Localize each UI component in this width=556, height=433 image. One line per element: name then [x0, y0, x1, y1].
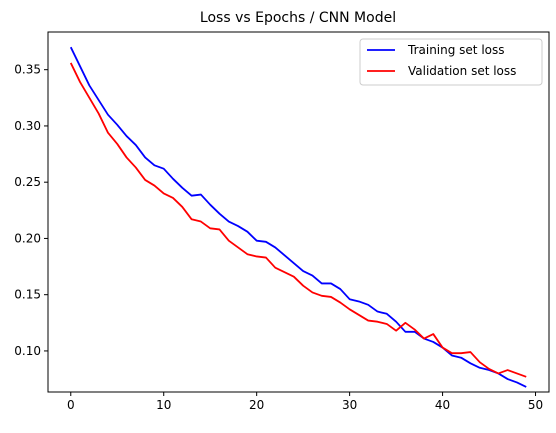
y-tick-label: 0.15 — [14, 288, 41, 302]
plot-area-frame — [47, 31, 550, 393]
series-line-training — [69, 46, 527, 388]
x-tick-label: 50 — [528, 398, 543, 412]
x-tick-label: 0 — [67, 398, 75, 412]
ticks-layer: 0 10 20 30 40 50 0.10 0.15 0.20 0.25 0.30 0.35 — [14, 63, 543, 412]
series-line-validation — [69, 62, 527, 378]
x-tick-label: 10 — [156, 398, 171, 412]
legend-box — [359, 38, 543, 86]
x-tick-label: 20 — [249, 398, 264, 412]
y-tick-label: 0.35 — [14, 63, 41, 77]
legend-label-training: Training set loss — [407, 43, 505, 57]
series-layer — [69, 46, 527, 388]
y-tick-label: 0.30 — [14, 119, 41, 133]
chart-title: Loss vs Epochs / CNN Model — [200, 10, 396, 26]
x-tick-label: 40 — [435, 398, 450, 412]
y-tick-label: 0.20 — [14, 231, 41, 245]
x-tick-label: 30 — [342, 398, 357, 412]
y-tick-label: 0.10 — [14, 344, 41, 358]
legend: Training set loss Validation set loss — [359, 38, 543, 86]
legend-label-validation: Validation set loss — [408, 64, 516, 78]
y-tick-label: 0.25 — [14, 175, 41, 189]
